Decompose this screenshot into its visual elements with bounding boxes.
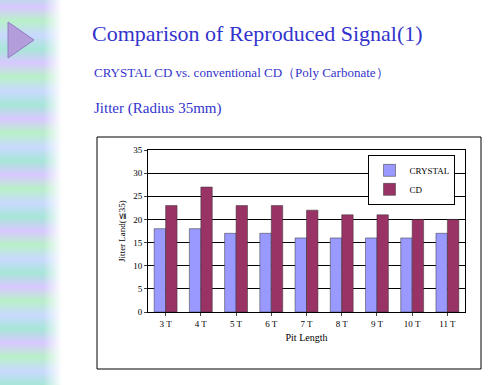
svg-text:15: 15 bbox=[133, 238, 143, 248]
svg-text:CD: CD bbox=[409, 185, 422, 195]
svg-text:5: 5 bbox=[138, 284, 143, 294]
svg-text:9 T: 9 T bbox=[371, 319, 384, 329]
svg-text:Jitter Land(≦35): Jitter Land(≦35) bbox=[117, 200, 127, 262]
svg-text:Jitter (Radius 35mm): Jitter (Radius 35mm) bbox=[94, 100, 222, 117]
svg-text:Comparison of Reproduced Signa: Comparison of Reproduced Signal(1) bbox=[92, 21, 423, 46]
svg-text:Pit Length: Pit Length bbox=[286, 332, 328, 343]
svg-text:20: 20 bbox=[133, 215, 143, 225]
svg-text:25: 25 bbox=[133, 191, 143, 201]
svg-text:35: 35 bbox=[133, 145, 143, 155]
svg-text:4 T: 4 T bbox=[195, 319, 208, 329]
svg-text:5 T: 5 T bbox=[230, 319, 243, 329]
svg-text:0: 0 bbox=[138, 307, 143, 317]
svg-text:CRYSTAL CD vs. conventional CD: CRYSTAL CD vs. conventional CD（Poly Carb… bbox=[94, 65, 389, 80]
svg-text:CRYSTAL: CRYSTAL bbox=[409, 166, 449, 176]
svg-text:10: 10 bbox=[133, 261, 143, 271]
svg-text:10 T: 10 T bbox=[404, 319, 421, 329]
svg-text:7 T: 7 T bbox=[300, 319, 313, 329]
svg-text:8 T: 8 T bbox=[336, 319, 349, 329]
svg-text:11 T: 11 T bbox=[439, 319, 456, 329]
svg-text:30: 30 bbox=[133, 168, 143, 178]
svg-text:6 T: 6 T bbox=[265, 319, 278, 329]
svg-text:3 T: 3 T bbox=[160, 319, 173, 329]
